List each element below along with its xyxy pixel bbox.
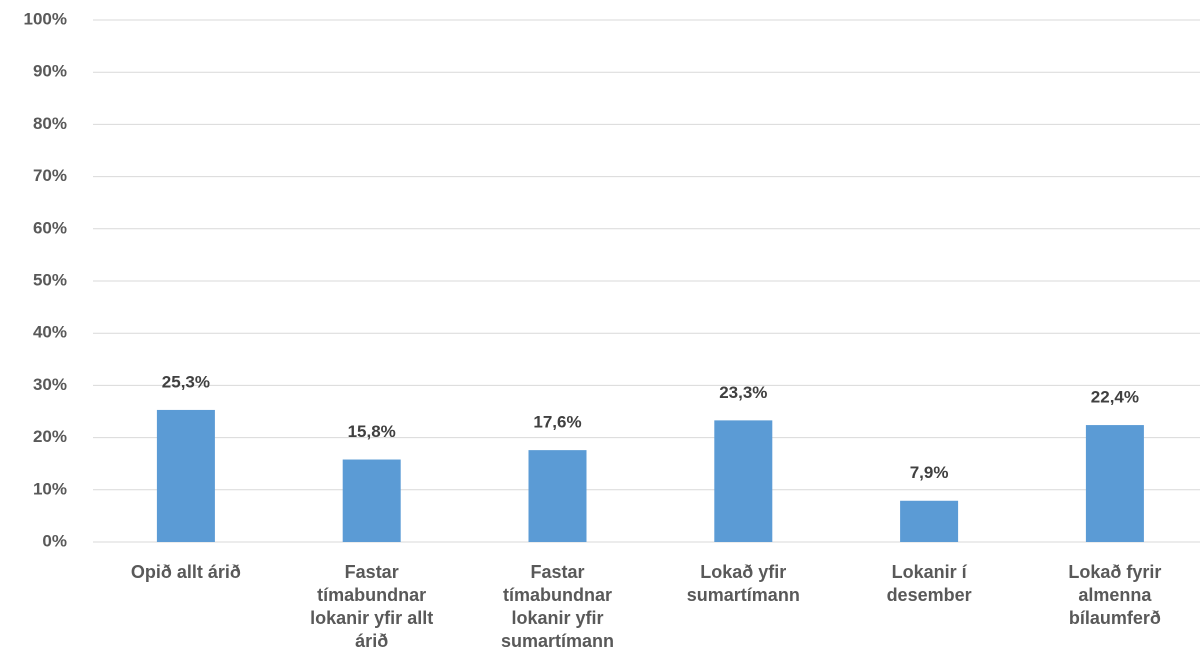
bar bbox=[342, 459, 401, 542]
x-tick-label: Opið allt árið bbox=[130, 562, 241, 582]
bar bbox=[528, 450, 587, 542]
data-label: 23,3% bbox=[719, 383, 767, 402]
bar bbox=[714, 420, 773, 542]
y-tick-label: 50% bbox=[33, 270, 67, 289]
data-label: 15,8% bbox=[348, 422, 396, 441]
x-tick-label: Lokað yfir sumartímann bbox=[686, 562, 800, 605]
data-label: 17,6% bbox=[533, 413, 581, 432]
y-tick-label: 70% bbox=[33, 166, 67, 185]
y-tick-label: 60% bbox=[33, 218, 67, 237]
y-tick-label: 90% bbox=[33, 62, 67, 81]
x-tick-label: Lokanir í desember bbox=[886, 562, 972, 605]
bar bbox=[1085, 425, 1144, 542]
bar bbox=[900, 500, 959, 542]
x-tick-label: Fastar tímabundnar lokanir yfir allt ári… bbox=[310, 562, 434, 651]
y-tick-label: 100% bbox=[24, 9, 67, 28]
y-tick-label: 30% bbox=[33, 375, 67, 394]
data-label: 22,4% bbox=[1091, 388, 1139, 407]
y-tick-label: 40% bbox=[33, 323, 67, 342]
bar bbox=[156, 409, 215, 542]
y-tick-label: 10% bbox=[33, 479, 67, 498]
y-tick-label: 80% bbox=[33, 114, 67, 133]
x-tick-label: Fastar tímabundnar lokanir yfir sumartím… bbox=[500, 562, 615, 651]
data-label: 25,3% bbox=[162, 372, 210, 391]
y-tick-label: 0% bbox=[42, 531, 67, 550]
x-tick-label: Lokað fyrir almenna bílaumferð bbox=[1068, 562, 1162, 628]
y-tick-label: 20% bbox=[33, 427, 67, 446]
data-label: 7,9% bbox=[910, 463, 949, 482]
